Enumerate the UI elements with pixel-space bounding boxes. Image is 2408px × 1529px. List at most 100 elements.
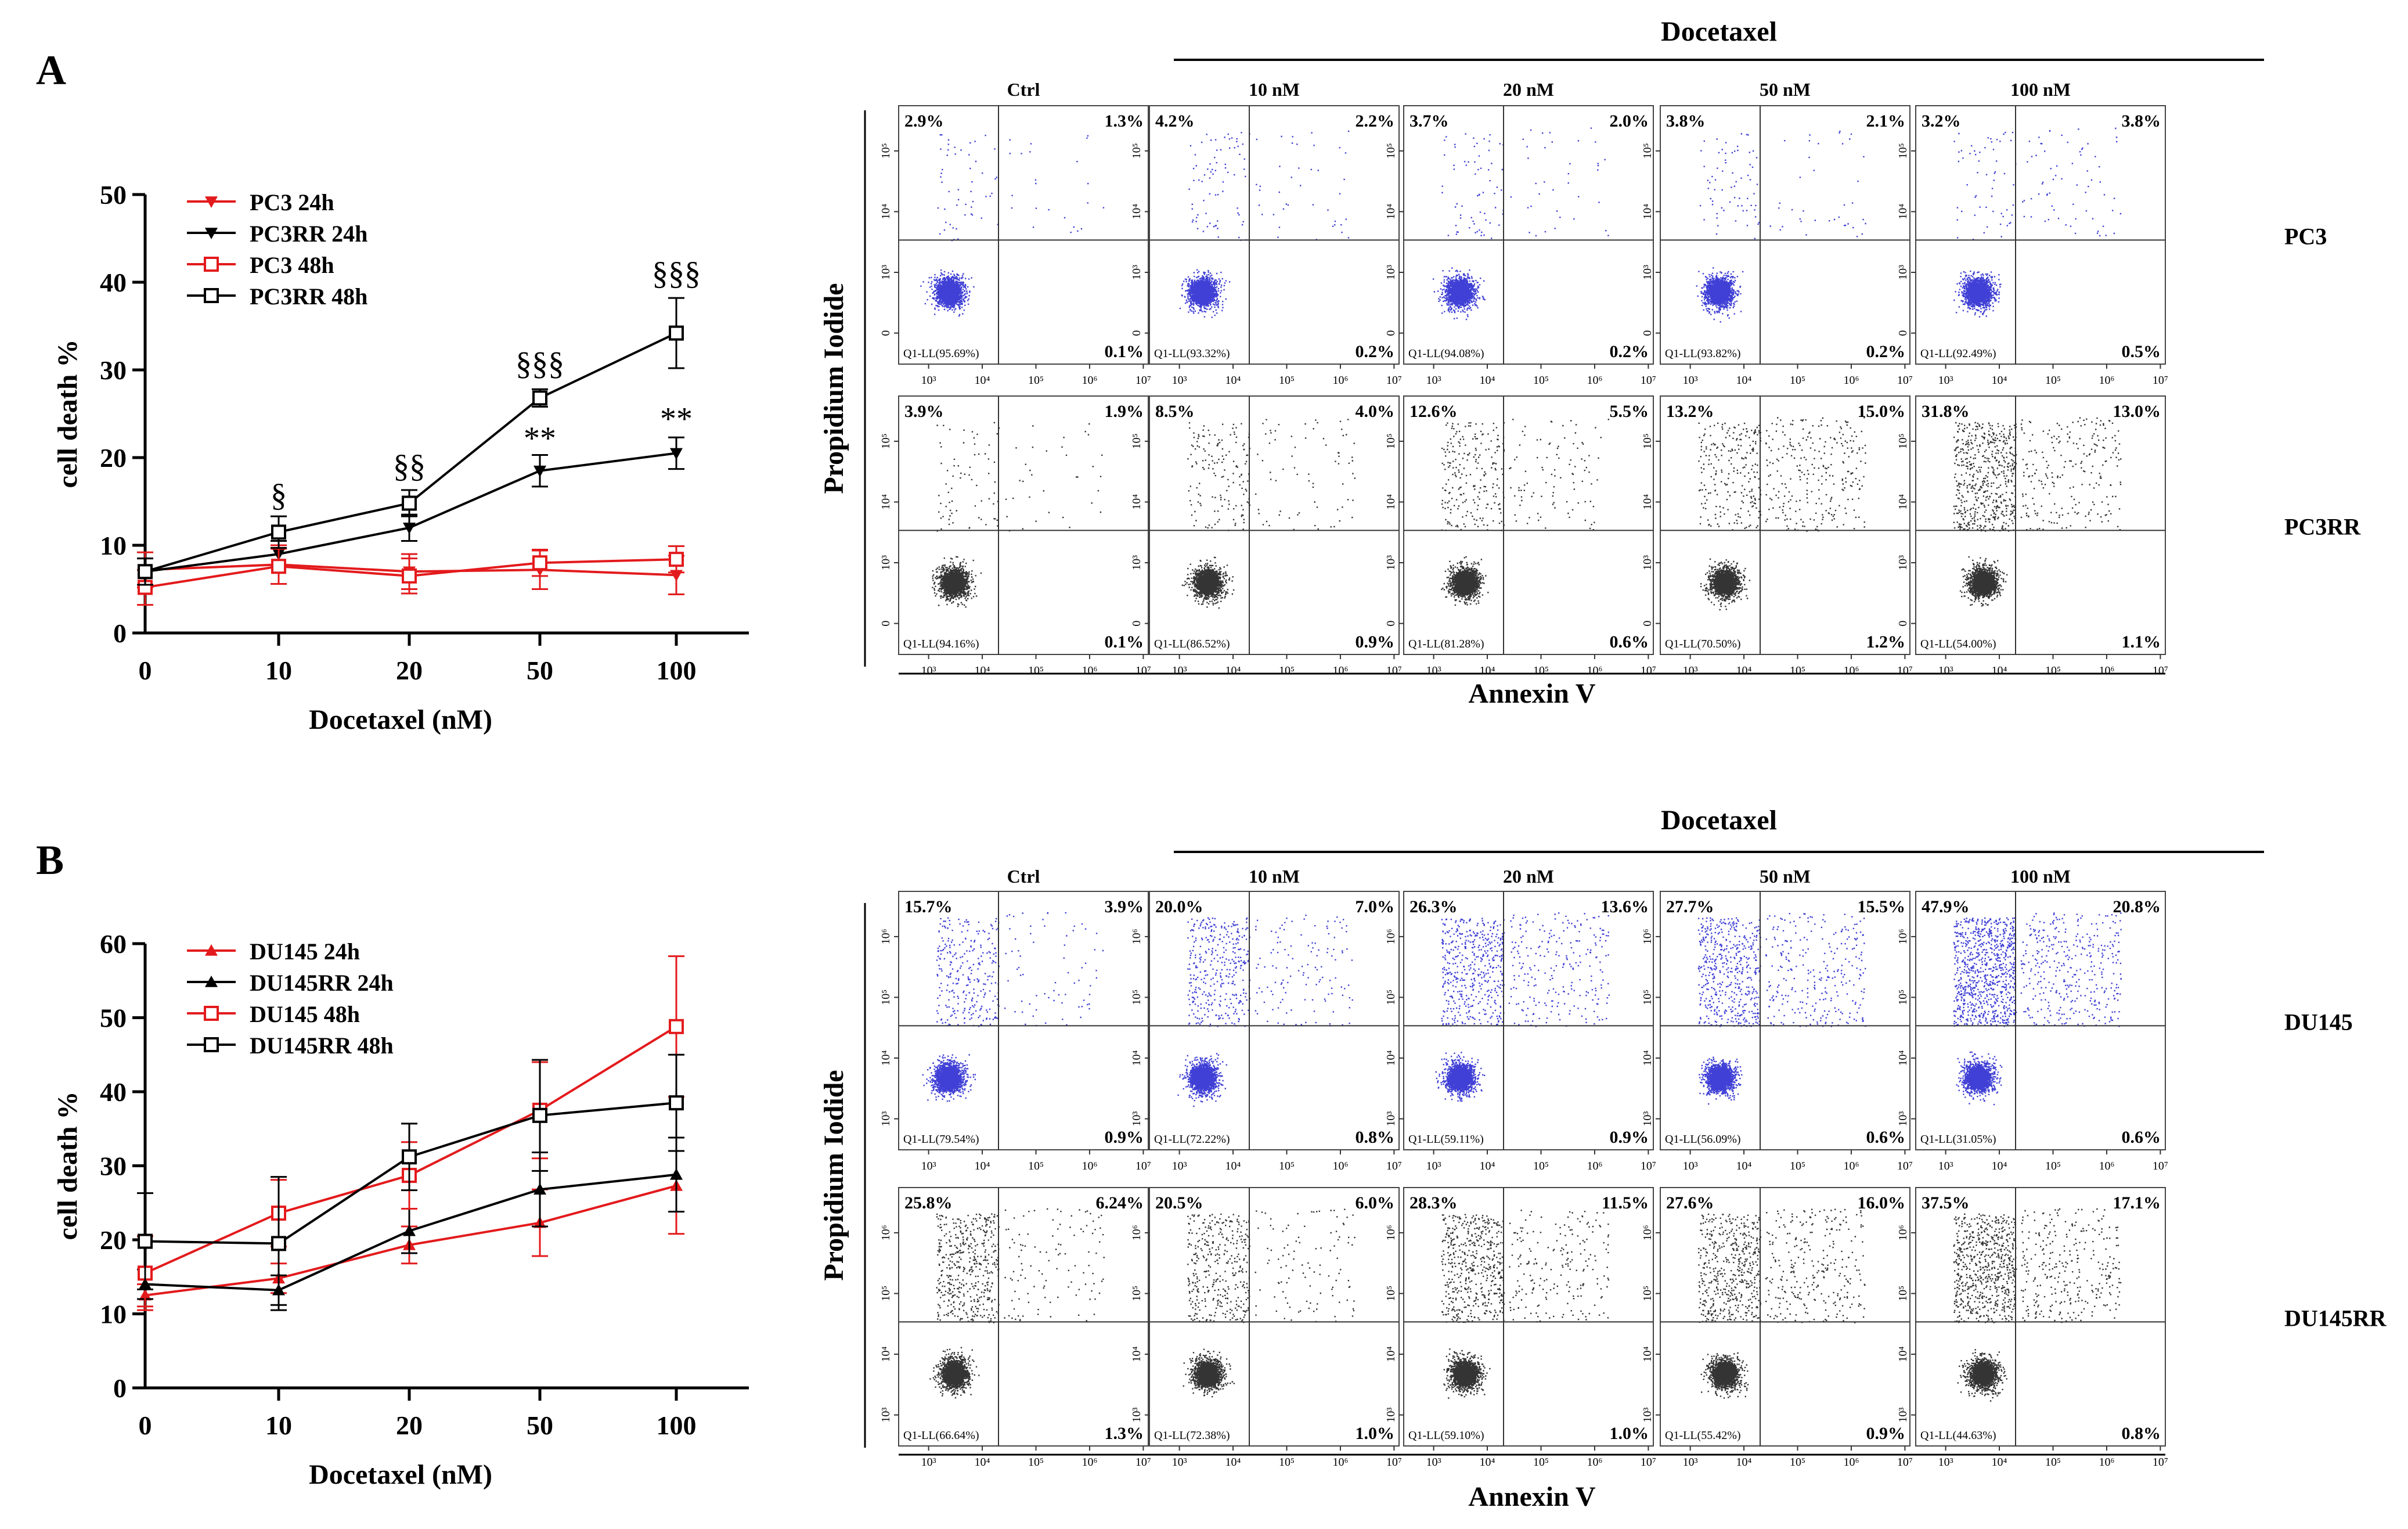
- dot-plot-du145-1: 20.0% 7.0% 0.8% Q1-LL(72.22%) 10³ 10⁴ 10⁵ 10⁶ 10…: [1130, 891, 1402, 1172]
- quadrant-lr: 0.5%: [2122, 342, 2161, 361]
- y-tick-label: 10⁴: [1385, 494, 1397, 510]
- y-tick-label: 0: [113, 1373, 127, 1403]
- quadrant-ul: 3.2%: [1922, 111, 1961, 131]
- x-tick-label: 10⁴: [1480, 1160, 1495, 1172]
- event-dots: [1953, 127, 2122, 318]
- quadrant-ll: Q1-LL(86.52%): [1154, 638, 1230, 650]
- y-tick-label: 0: [1897, 621, 1909, 627]
- y-tick-label: 10⁶: [1641, 1225, 1654, 1240]
- x-tick-label: 10⁴: [1480, 664, 1495, 677]
- x-tick-label: 10⁵: [1533, 374, 1549, 387]
- series-1: [137, 1136, 684, 1306]
- quadrant-ur: 11.5%: [1602, 1193, 1649, 1213]
- x-tick-label: 10⁴: [1736, 664, 1752, 677]
- quadrant-lr: 0.1%: [1105, 342, 1144, 361]
- y-tick-label: 10³: [1641, 1408, 1654, 1423]
- x-tick-label: 10⁷: [1897, 1456, 1913, 1469]
- quadrant-ul: 20.5%: [1155, 1193, 1203, 1213]
- y-tick-label: 0: [879, 330, 892, 336]
- dot-plot-du145rr-1: 20.5% 6.0% 1.0% Q1-LL(72.38%) 10³ 10⁴ 10⁵ 10⁶ 10…: [1130, 1187, 1402, 1469]
- significance-mark: **: [660, 401, 693, 437]
- quadrant-ll: Q1-LL(44.63%): [1920, 1429, 1996, 1442]
- x-tick-label: 10³: [1938, 1160, 1953, 1172]
- quadrant-ur: 1.3%: [1105, 111, 1144, 131]
- x-tick-label: 10⁶: [1082, 1160, 1097, 1172]
- y-tick-label: 10³: [879, 265, 892, 280]
- data-point: [670, 1168, 683, 1180]
- quadrant-ll: Q1-LL(95.69%): [903, 347, 979, 360]
- x-tick-label: 10⁷: [2153, 1160, 2168, 1172]
- quadrant-lr: 0.2%: [1356, 342, 1395, 361]
- y-axis-label: cell death %: [52, 340, 83, 488]
- data-point: [402, 568, 417, 584]
- legend-label: PC3 24h: [250, 189, 334, 215]
- x-tick-label: 10⁴: [1736, 1160, 1752, 1172]
- y-tick-label: 10³: [1130, 1111, 1143, 1127]
- y-tick-label: 10⁵: [1130, 1286, 1143, 1301]
- row-label: DU145RR: [2284, 1305, 2387, 1332]
- y-tick-label: 10⁵: [1897, 143, 1909, 159]
- y-tick-label: 10⁴: [1385, 1050, 1397, 1066]
- quadrant-ur: 6.24%: [1096, 1193, 1144, 1213]
- y-tick-label: 0: [1130, 330, 1143, 336]
- legend-marker: [204, 1006, 219, 1021]
- x-tick-label: 10⁵: [1028, 1456, 1044, 1469]
- series-3: [137, 297, 684, 586]
- column-label: Ctrl: [1007, 79, 1040, 100]
- quadrant-lr: 0.9%: [1610, 1128, 1649, 1147]
- x-tick-label: 10⁶: [1082, 664, 1097, 677]
- y-tick-label: 10⁵: [1130, 143, 1143, 159]
- x-tick-label: 10⁴: [975, 1160, 990, 1172]
- x-tick-label: 10⁴: [1225, 1160, 1241, 1172]
- y-tick-label: 10: [100, 531, 127, 560]
- x-tick-label: 10³: [1172, 664, 1187, 677]
- x-tick-label: 10⁶: [1332, 664, 1348, 677]
- pi-axis-label: Propidium Iodide: [819, 283, 849, 494]
- plot-frame: [898, 395, 1149, 655]
- panel-b: B 0 10 20 30 40 50 60 0 10 20 50 100 Docetaxel (nM) ce…: [36, 837, 749, 1490]
- x-tick-label: 10⁴: [975, 664, 990, 677]
- annexin-axis-label: Annexin V: [1468, 1481, 1596, 1512]
- quadrant-ur: 16.0%: [1858, 1193, 1906, 1213]
- y-tick-label: 10⁶: [1385, 929, 1397, 944]
- x-tick-label: 10⁷: [1641, 1456, 1656, 1469]
- legend-label: DU145RR 48h: [250, 1032, 394, 1059]
- x-tick-label: 10⁶: [2099, 374, 2114, 387]
- y-tick-label: 20: [100, 1225, 127, 1255]
- series-2: [137, 545, 684, 606]
- y-tick-label: 10³: [879, 1111, 892, 1127]
- x-tick-label: 10⁶: [1082, 1456, 1097, 1469]
- x-tick-label: 10³: [1426, 664, 1441, 677]
- y-tick-label: 10⁵: [1641, 1286, 1654, 1301]
- quadrant-ul: 20.0%: [1155, 897, 1203, 916]
- y-tick-label: 10: [100, 1300, 127, 1329]
- plot-frame: [1403, 105, 1654, 365]
- event-dots: [1953, 1208, 2122, 1402]
- x-tick-label: 10⁴: [1992, 664, 2007, 677]
- x-tick-label: 10⁷: [1641, 374, 1656, 387]
- y-tick-label: 10³: [1641, 1111, 1654, 1127]
- x-tick-label: 10⁷: [2153, 1456, 2168, 1469]
- column-label: 50 nM: [1760, 866, 1811, 887]
- y-tick-label: 10⁶: [1385, 1225, 1397, 1240]
- plot-frame: [1149, 395, 1400, 655]
- data-point: [533, 465, 546, 477]
- quadrant-lr: 0.2%: [1610, 342, 1649, 361]
- y-tick-label: 10³: [1385, 1111, 1397, 1127]
- plot-frame: [1915, 1187, 2166, 1447]
- flow-panel-0: Docetaxel Ctrl 10 nM 20 nM 50 nM 100 nM Propid…: [819, 16, 2361, 709]
- y-tick-label: 10³: [1641, 555, 1654, 570]
- x-tick-label: 10⁵: [1279, 1456, 1295, 1469]
- quadrant-ll: Q1-LL(92.49%): [1920, 347, 1996, 360]
- quadrant-ul: 8.5%: [1155, 402, 1195, 421]
- legend-label: DU145 24h: [250, 938, 360, 965]
- data-point: [403, 523, 416, 534]
- quadrant-ll: Q1-LL(93.82%): [1665, 347, 1741, 360]
- x-tick-label: 10⁷: [1135, 1456, 1151, 1469]
- x-tick-label: 10³: [1172, 374, 1187, 387]
- y-tick-label: 10³: [879, 1408, 892, 1423]
- x-tick-label: 10⁴: [1225, 374, 1241, 387]
- x-tick-label: 10⁵: [2045, 664, 2061, 677]
- dot-plot-pc3rr-0: 3.9% 1.9% 0.1% Q1-LL(94.16%) 10³ 10⁴ 10⁵ 10⁶ 10⁷…: [879, 395, 1151, 677]
- x-tick-label: 10⁴: [1992, 374, 2007, 387]
